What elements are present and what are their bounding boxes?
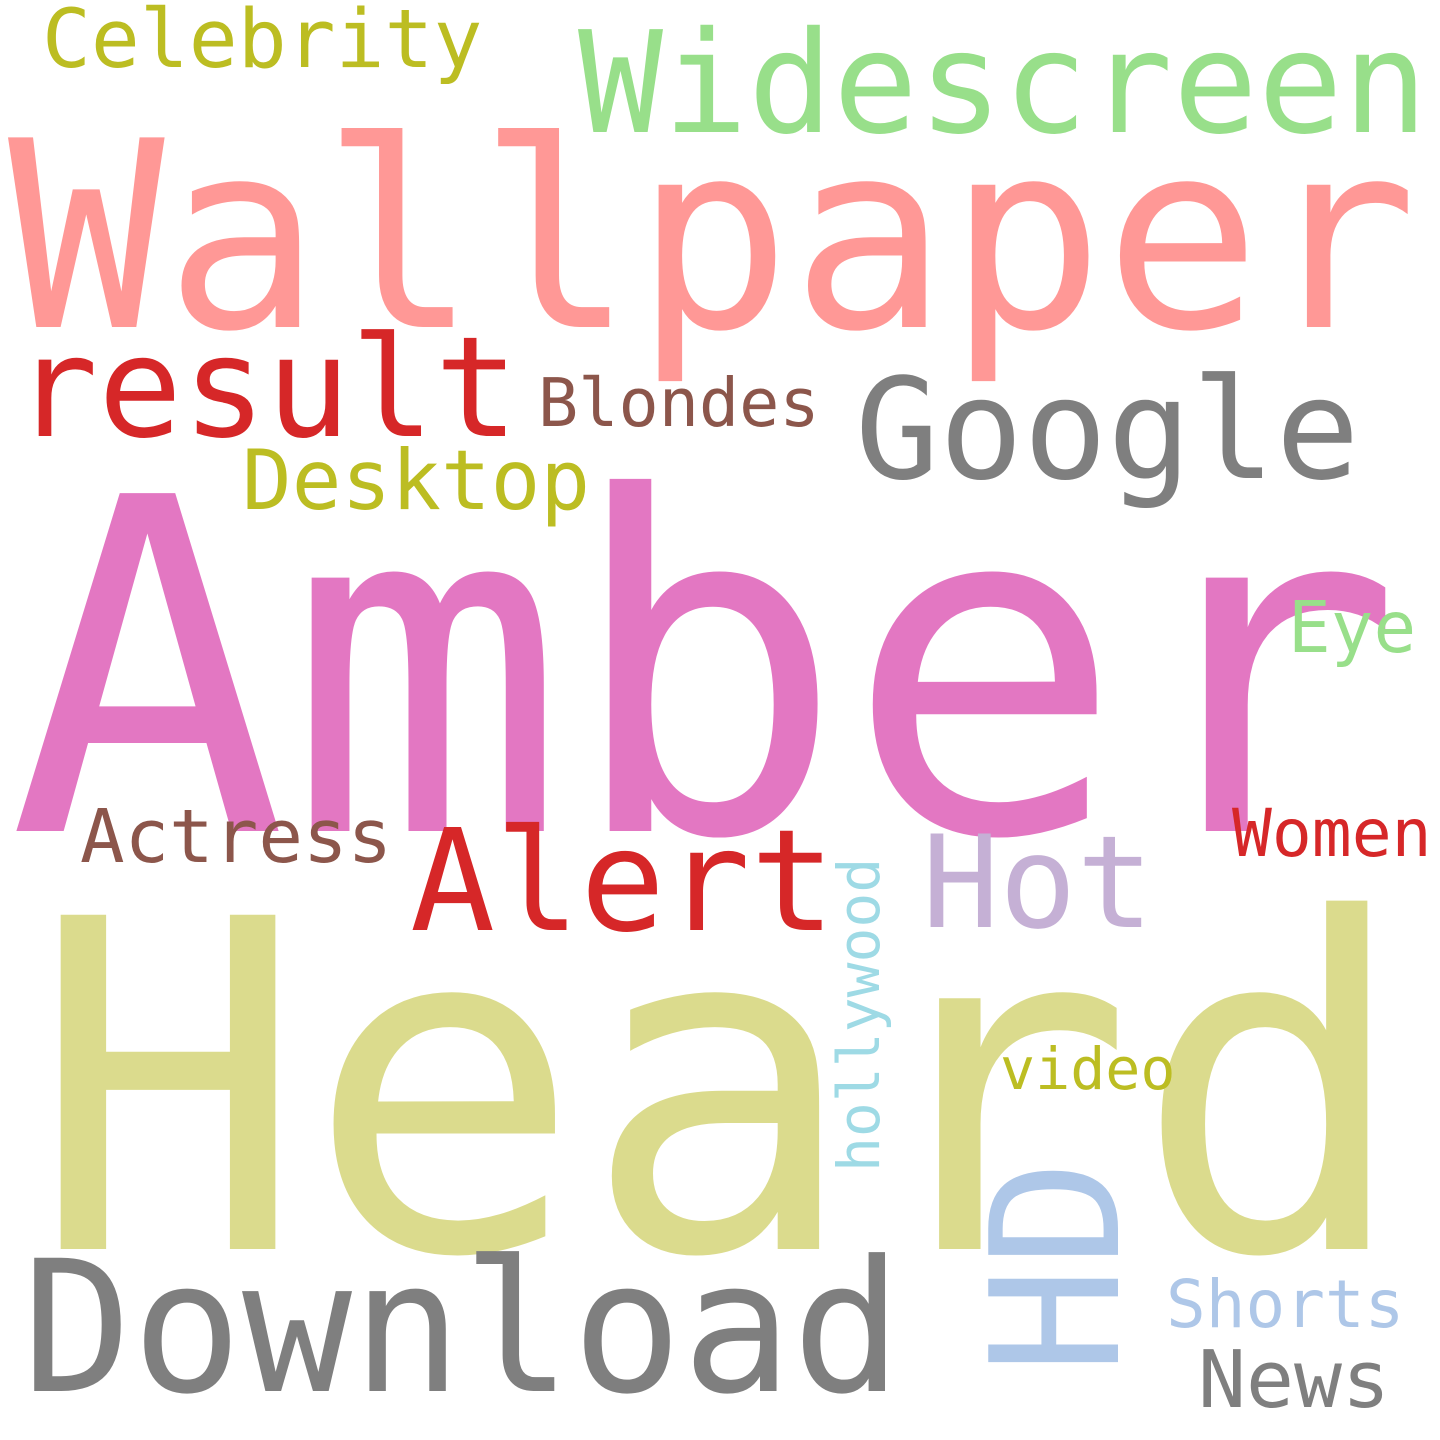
- word-amber: Amber: [8, 402, 1403, 941]
- word-heard: Heard: [30, 824, 1411, 1358]
- word-actress: Actress: [80, 794, 393, 880]
- word-alert: Alert: [410, 800, 836, 964]
- word-hd: HD: [953, 1159, 1160, 1374]
- word-shorts: Shorts: [1166, 1266, 1405, 1343]
- word-hollywood: hollywood: [825, 857, 893, 1172]
- word-women: Women: [1232, 794, 1432, 872]
- word-hot: Hot: [922, 809, 1154, 958]
- word-news: News: [1198, 1333, 1390, 1426]
- word-celebrity: Celebrity: [42, 0, 483, 87]
- word-download: Download: [22, 1222, 903, 1435]
- word-google: Google: [855, 348, 1360, 511]
- word-result: result: [14, 306, 519, 469]
- word-wallpaper: Wallpaper: [8, 87, 1418, 389]
- word-eye: Eye: [1288, 586, 1417, 669]
- word-blondes: Blondes: [538, 364, 820, 442]
- word-widescreen: Widescreen: [578, 2, 1428, 166]
- word-desktop: Desktop: [242, 433, 591, 529]
- word-video: video: [1000, 1035, 1176, 1103]
